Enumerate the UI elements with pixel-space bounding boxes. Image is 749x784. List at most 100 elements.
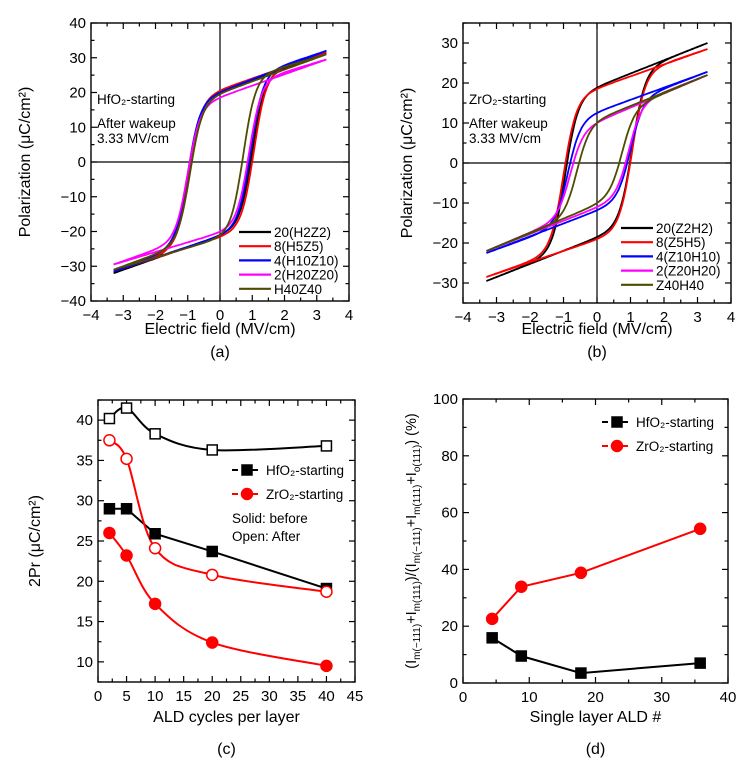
annotation-wakeup: After wakeup — [469, 116, 548, 131]
chart-panel-c: 0 5 10 15 20 25 30 35 40 45 10 15 20 25 30 35 40 ALD cycl… — [27, 399, 364, 758]
x-tick-label: 3 — [693, 309, 701, 326]
x-tick-label: 5 — [122, 688, 130, 705]
x-axis-label: ALD cycles per layer — [153, 709, 300, 726]
y-tick-label: 30 — [76, 493, 93, 510]
x-tick-label: −1 — [555, 309, 572, 326]
x-tick-label: 30 — [653, 689, 670, 706]
legend-label: 20(H2Z2) — [274, 225, 331, 240]
y-tick-label: 30 — [69, 50, 86, 67]
x-tick-label: −2 — [147, 307, 164, 324]
legend-label: 8(Z5H5) — [656, 235, 706, 250]
y-axis-label-part: +I — [404, 515, 420, 528]
x-tick-label: 0 — [593, 309, 601, 326]
data-point — [103, 526, 116, 540]
x-tick-label: 20 — [204, 688, 221, 705]
data-point — [206, 444, 218, 456]
y-tick-label: 25 — [76, 533, 93, 550]
legend-label: HfO₂-starting — [266, 463, 344, 478]
data-point — [693, 522, 707, 536]
y-tick-label: 35 — [76, 452, 93, 469]
y-tick-label: 80 — [441, 448, 458, 465]
x-axis-label: Electric field (MV/cm) — [521, 321, 672, 338]
chart-panel-d: 0 10 20 30 40 0 20 40 60 80 100 Single layer ALD # (… — [404, 391, 736, 758]
x-tick-label: 0 — [216, 307, 224, 324]
y-axis-label: (Im(−111)+Im(111))/(Im(−111)+Im(111)+Io(… — [404, 413, 423, 668]
data-point — [103, 412, 116, 425]
hysteresis-loop-2(H20Z20) — [113, 58, 327, 266]
annotation-field: 3.33 MV/cm — [97, 131, 169, 146]
y-tick-label: 20 — [69, 85, 86, 102]
data-point — [486, 632, 498, 644]
legend-label: 2(Z20H20) — [656, 264, 721, 279]
plot-frame — [462, 22, 732, 304]
y-tick-label: −10 — [433, 195, 458, 212]
data-point — [485, 612, 499, 626]
legend-label: 20(Z2H2) — [656, 221, 713, 236]
y-tick-label: −30 — [61, 258, 86, 275]
data-point — [103, 434, 116, 447]
x-tick-label: 10 — [147, 688, 164, 705]
x-tick-label: −3 — [488, 309, 505, 326]
x-tick-label: 15 — [175, 688, 192, 705]
y-axis-label-part: (I — [404, 660, 420, 669]
y-axis-label-part: m(−111) — [412, 624, 423, 660]
y-tick-label: 0 — [450, 155, 458, 172]
x-tick-label: 1 — [626, 309, 634, 326]
y-tick-label: −20 — [61, 224, 86, 241]
data-point — [574, 566, 588, 580]
x-tick-label: 20 — [587, 689, 604, 706]
x-axis-label: Single layer ALD # — [530, 709, 662, 726]
x-tick-label: 2 — [660, 309, 668, 326]
x-tick-label: 2 — [280, 307, 288, 324]
y-axis-label-part: ) (%) — [404, 413, 420, 444]
legend-marker — [240, 487, 254, 501]
data-point — [120, 549, 133, 562]
data-point — [320, 440, 333, 452]
data-point — [694, 657, 706, 669]
series-line — [108, 406, 327, 452]
hysteresis-loop-4(Z10H10) — [486, 70, 708, 254]
x-tick-label: 45 — [347, 688, 364, 705]
y-axis-label-part: m(111) — [412, 485, 423, 515]
plot-area — [463, 23, 731, 303]
annotation-material: HfO₂-starting — [97, 92, 175, 107]
x-tick-label: 4 — [727, 309, 735, 326]
legend-label: 8(H5Z5) — [274, 239, 324, 254]
plot-area — [103, 402, 333, 673]
data-point — [205, 568, 219, 582]
plot-area — [485, 522, 707, 679]
x-axis-label: Electric field (MV/cm) — [144, 321, 295, 338]
y-axis-label-part: o(111) — [412, 445, 423, 472]
y-axis-label-part: +I — [404, 611, 420, 624]
y-tick-label: 40 — [69, 15, 86, 32]
y-tick-label: −30 — [433, 275, 458, 292]
y-tick-label: 60 — [441, 505, 458, 522]
plot-frame — [97, 399, 356, 683]
annotation-open: Open: After — [232, 529, 301, 544]
x-tick-label: −4 — [82, 307, 99, 324]
data-point — [515, 580, 528, 593]
data-point — [206, 545, 218, 558]
x-tick-label: 35 — [290, 688, 307, 705]
y-axis-label: Polarization (μC/cm²) — [17, 87, 34, 238]
chart-panel-a: −4 −3 −2 −1 0 1 2 3 4−40−30−20−10010203040Electr… — [17, 15, 353, 361]
series-line — [108, 532, 327, 667]
x-tick-label: 0 — [459, 689, 467, 706]
y-tick-label: 20 — [441, 618, 458, 635]
legend-marker — [241, 464, 253, 476]
data-point — [120, 452, 133, 466]
y-axis-label: Polarization (μC/cm²) — [399, 88, 416, 239]
data-point — [320, 659, 333, 673]
x-tick-label: −2 — [521, 309, 538, 326]
y-axis-label-part: +I — [404, 472, 420, 485]
y-tick-label: −10 — [61, 189, 86, 206]
x-tick-label: 3 — [313, 307, 321, 324]
hysteresis-loop-Z40H40 — [486, 74, 708, 252]
y-tick-label: 0 — [450, 675, 458, 692]
y-tick-label: 0 — [78, 154, 86, 171]
legend-label: ZrO₂-starting — [266, 487, 343, 502]
legend-label: HfO₂-starting — [636, 415, 714, 430]
data-point — [148, 597, 162, 611]
y-tick-label: 20 — [76, 573, 93, 590]
